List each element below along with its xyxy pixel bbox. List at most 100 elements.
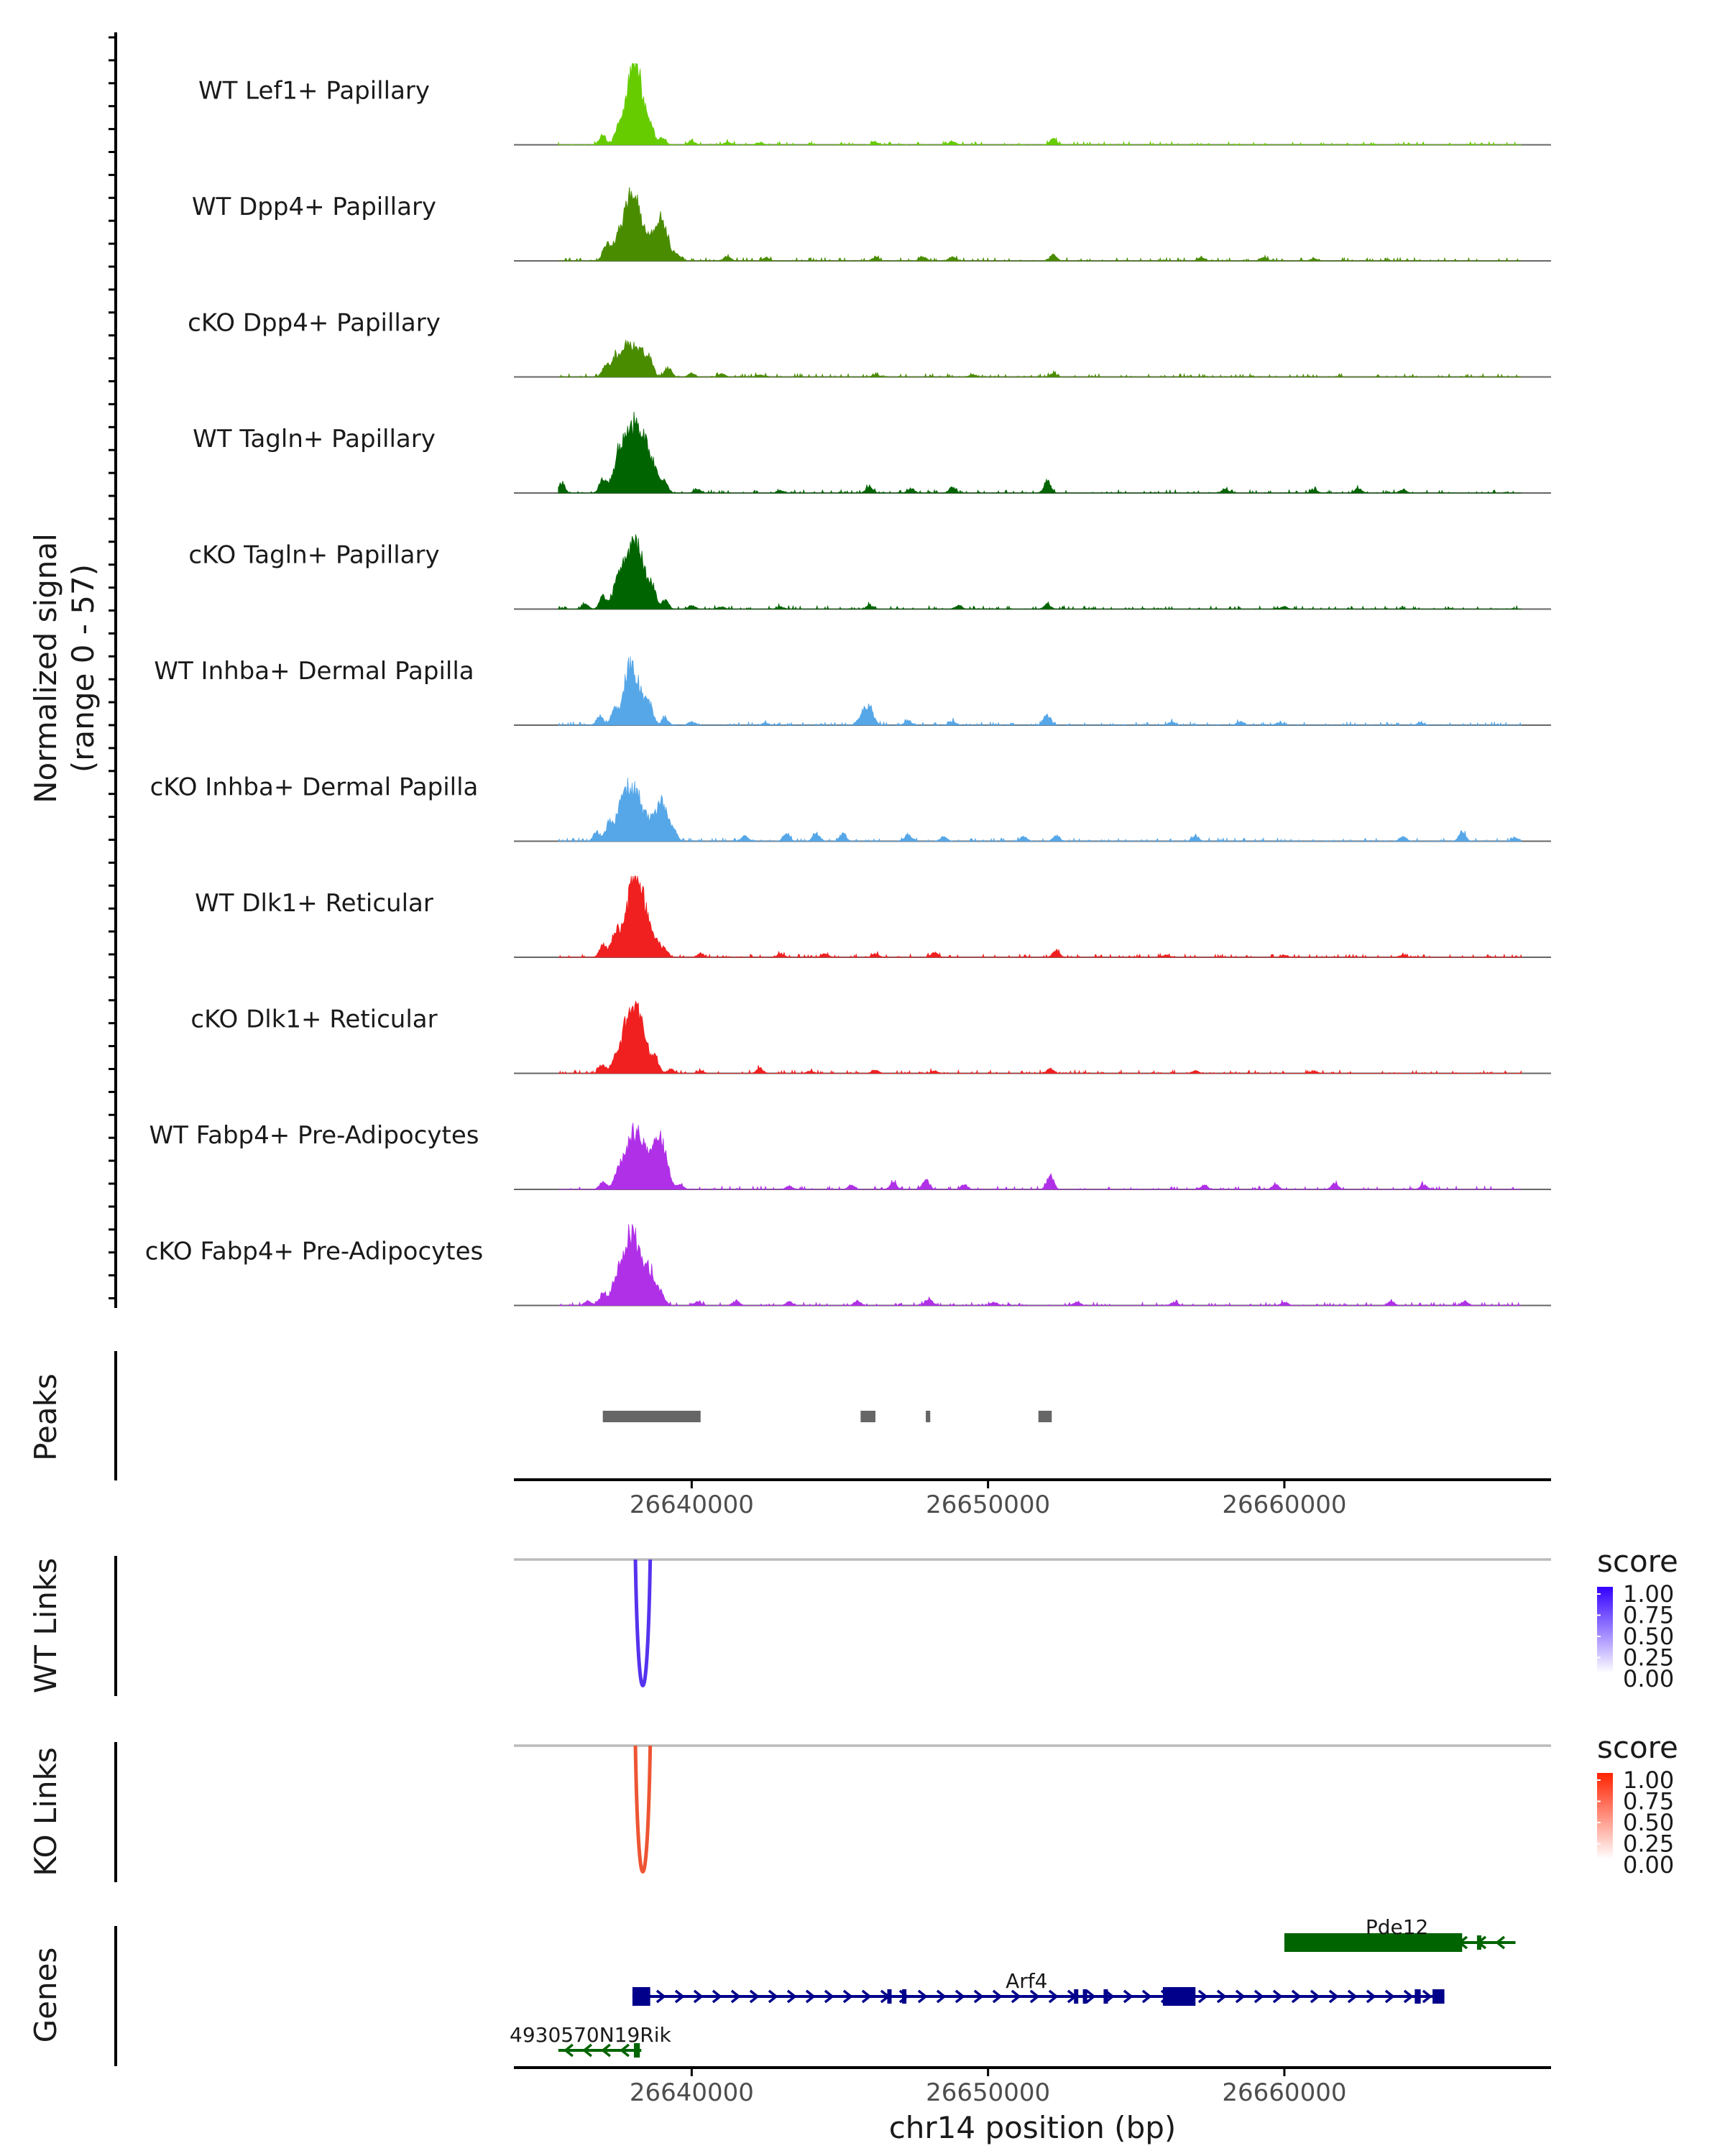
track-label: cKO Dlk1+ Reticular: [190, 1005, 437, 1034]
strand-arrow: [1310, 1989, 1320, 2004]
strand-arrow: [1366, 1989, 1376, 2004]
strand-arrow: [564, 2043, 574, 2058]
strand-arrow: [1328, 1989, 1339, 2004]
strand-arrow: [730, 1989, 741, 2004]
peaks-track: Peaks: [28, 1351, 1052, 1480]
gene-exon: [1476, 1935, 1481, 1950]
peak-region: [860, 1411, 875, 1422]
genes-track: Genes Pde12 Arf4 4930570N19Rik: [28, 1915, 1516, 2066]
peaks-title: Peaks: [28, 1373, 63, 1461]
track-label: WT Lef1+ Papillary: [198, 77, 430, 106]
strand-arrow: [1347, 1989, 1358, 2004]
links-title: WT Links: [28, 1558, 63, 1693]
track-label: cKO Tagln+ Papillary: [188, 541, 439, 570]
gene-exon: [1082, 1989, 1087, 2004]
coverage-track: cKO Dpp4+ Papillary: [188, 309, 1551, 378]
link-arc: [633, 1559, 653, 1687]
signal-area: [558, 187, 1522, 262]
coverage-track: cKO Inhba+ Dermal Papilla: [150, 773, 1551, 842]
strand-arrow: [601, 2043, 611, 2058]
x-tick-label-bottom: 26640000: [630, 2078, 754, 2107]
bottom-x-axis: 26640000 26650000 26660000 chr14 position (…: [514, 2066, 1551, 2145]
strand-arrow: [1216, 1989, 1227, 2004]
track-label: WT Dpp4+ Papillary: [192, 193, 436, 221]
legend-title: score: [1597, 1730, 1678, 1765]
signal-area: [558, 778, 1522, 842]
x-tick-label: 26650000: [926, 1491, 1050, 1519]
strand-arrow: [768, 1989, 778, 2004]
gene-exon: [1284, 1933, 1463, 1952]
coverage-track: cKO Dlk1+ Reticular: [190, 1000, 1551, 1074]
x-tick-label-bottom: 26650000: [926, 2078, 1050, 2107]
x-axis-title: chr14 position (bp): [889, 2110, 1177, 2145]
strand-arrow: [749, 1989, 760, 2004]
coverage-track: WT Dlk1+ Reticular: [195, 875, 1551, 959]
x-tick-label: 26640000: [630, 1491, 754, 1519]
coverage-tracks: Normalized signal (range 0 - 57) WT Lef1+ …: [28, 32, 1551, 1308]
gene-model: Arf4: [632, 1969, 1445, 2006]
track-label: WT Inhba+ Dermal Papilla: [154, 657, 474, 686]
strand-arrow: [1272, 1989, 1283, 2004]
strand-arrow: [1011, 1989, 1021, 2004]
strand-arrow: [1085, 1989, 1096, 2004]
gene-label: 4930570N19Rik: [510, 2023, 672, 2047]
strand-arrow: [656, 1989, 666, 2004]
track-label: cKO Dpp4+ Papillary: [188, 309, 441, 338]
legend-tick-label: 0.25: [1623, 1644, 1674, 1672]
strand-arrow: [1403, 1989, 1414, 2004]
strand-arrow: [973, 1989, 984, 2004]
legend-colorbar: [1597, 1773, 1613, 1859]
peak-region: [926, 1411, 931, 1422]
track-label: WT Tagln+ Papillary: [193, 425, 436, 453]
gene-model: Pde12: [1284, 1915, 1516, 1952]
strand-arrow: [954, 1989, 965, 2004]
legend-tick-label: 0.00: [1623, 1665, 1674, 1692]
gene-label: Arf4: [1006, 1969, 1047, 1993]
signal-area: [558, 1224, 1522, 1307]
strand-arrow: [693, 1989, 704, 2004]
strand-arrow: [1384, 1989, 1395, 2004]
gene-label: Pde12: [1366, 1915, 1429, 1939]
strand-arrow: [1254, 1989, 1264, 2004]
legend-tick-label: 0.75: [1623, 1602, 1674, 1629]
peak-region: [1038, 1411, 1052, 1422]
signal-area: [558, 875, 1522, 959]
strand-arrow: [1029, 1989, 1040, 2004]
gene-exon: [902, 1989, 907, 2004]
coverage-track: WT Tagln+ Papillary: [193, 411, 1551, 494]
strand-arrow: [805, 1989, 816, 2004]
strand-arrow: [1291, 1989, 1302, 2004]
x-tick-label: 26660000: [1222, 1491, 1346, 1519]
peak-region: [602, 1411, 701, 1422]
strand-arrow: [992, 1989, 1003, 2004]
signal-area: [558, 656, 1522, 727]
gene-exon: [1432, 1989, 1445, 2004]
legend-tick-label: 0.00: [1623, 1851, 1674, 1879]
coverage-track: cKO Tagln+ Papillary: [188, 534, 1551, 610]
legend-colorbar: [1597, 1587, 1613, 1673]
legend-tick-label: 0.75: [1623, 1788, 1674, 1815]
coverage-track: WT Fabp4+ Pre-Adipocytes: [150, 1121, 1551, 1191]
strand-arrow: [824, 1989, 834, 2004]
track-label: cKO Fabp4+ Pre-Adipocytes: [145, 1238, 484, 1266]
signal-area: [558, 1000, 1522, 1074]
strand-arrow: [1123, 1989, 1133, 2004]
gene-exon: [633, 2043, 640, 2058]
legend-title: score: [1597, 1544, 1678, 1579]
coverage-track: cKO Fabp4+ Pre-Adipocytes: [145, 1224, 1551, 1307]
strand-arrow: [1048, 1989, 1059, 2004]
gene-exon: [1103, 1989, 1108, 2004]
coverage-track: WT Dpp4+ Papillary: [192, 187, 1551, 262]
strand-arrow: [1235, 1989, 1246, 2004]
legend-tick-label: 1.00: [1623, 1580, 1674, 1608]
x-tick-label-bottom: 26660000: [1222, 2078, 1346, 2107]
strand-arrow: [1422, 1989, 1432, 2004]
gene-model: 4930570N19Rik: [510, 2023, 672, 2058]
coverage-track: WT Inhba+ Dermal Papilla: [154, 656, 1551, 727]
gene-exon: [1162, 1987, 1196, 2006]
signal-area: [558, 63, 1522, 146]
links-title: KO Links: [28, 1747, 63, 1876]
signal-area: [558, 534, 1522, 610]
track-label: WT Fabp4+ Pre-Adipocytes: [150, 1121, 479, 1150]
strand-arrow: [674, 1989, 685, 2004]
